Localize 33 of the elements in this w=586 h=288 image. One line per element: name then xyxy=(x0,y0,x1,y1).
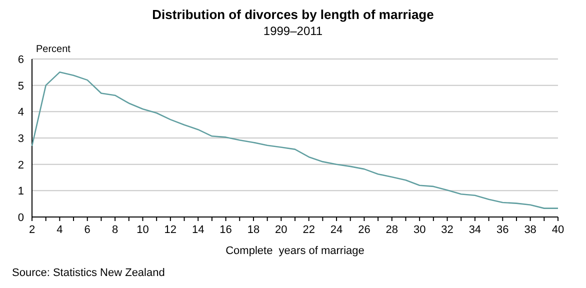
chart-subtitle: 1999–2011 xyxy=(263,24,323,38)
x-tick-label: 6 xyxy=(84,224,90,236)
x-tick-label: 14 xyxy=(192,224,204,236)
x-tick-label: 30 xyxy=(413,224,426,236)
x-tick-label: 2 xyxy=(28,224,36,236)
x-tick-label: 32 xyxy=(441,224,454,236)
x-tick-label: 36 xyxy=(496,224,509,236)
x-tick-label: 22 xyxy=(302,224,315,236)
y-tick-label: 6 xyxy=(18,54,24,66)
x-tick-label: 28 xyxy=(386,224,398,236)
line-series xyxy=(31,72,559,209)
x-tick-label: 34 xyxy=(468,224,482,236)
chart-title: Distribution of divorces by length of marriage xyxy=(152,7,434,22)
y-tick-label: 0 xyxy=(18,212,24,224)
x-tick-label: 10 xyxy=(136,224,149,236)
x-tick-label: 20 xyxy=(275,224,288,236)
x-tick-label: 4 xyxy=(56,224,63,236)
source-note: Source: Statistics New Zealand xyxy=(12,267,165,279)
y-axis-title: Percent xyxy=(36,44,71,55)
y-tick-label: 5 xyxy=(18,80,24,92)
y-tick-label: 2 xyxy=(18,159,24,172)
x-tick-label: 38 xyxy=(524,224,536,236)
x-tick-label: 24 xyxy=(330,224,343,236)
x-axis-title: Complete years of marriage xyxy=(226,245,364,257)
y-tick-label: 4 xyxy=(18,106,24,119)
y-tick-label: 1 xyxy=(18,186,24,198)
x-tick-label: 26 xyxy=(358,224,370,236)
x-tick-label: 12 xyxy=(164,224,177,236)
x-tick-label: 16 xyxy=(220,224,232,236)
y-tick-label: 3 xyxy=(18,133,24,145)
x-tick-label: 8 xyxy=(112,224,118,236)
x-tick-label: 18 xyxy=(247,224,260,236)
x-tick-label: 40 xyxy=(552,224,564,236)
